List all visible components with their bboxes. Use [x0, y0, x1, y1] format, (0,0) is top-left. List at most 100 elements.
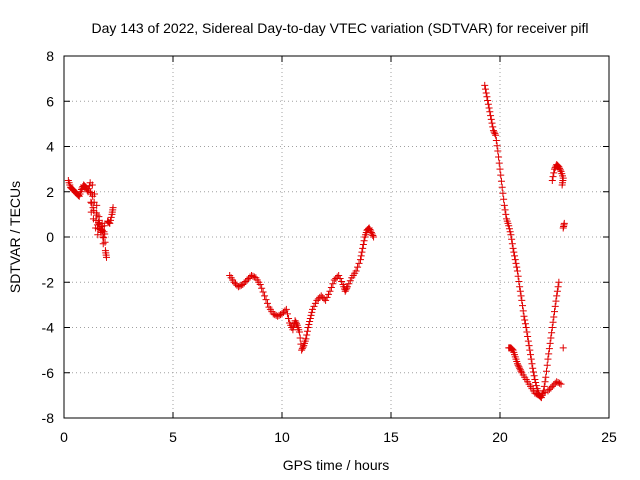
data-point-segment-evening: [511, 252, 519, 260]
data-point-segment-evening: [516, 364, 524, 372]
data-point-segment-midday: [258, 284, 266, 292]
data-point-segment-midday: [317, 292, 325, 300]
data-point-segment-midday: [305, 320, 313, 328]
data-point-segment-early: [75, 192, 83, 200]
data-point-segment-evening: [514, 361, 522, 369]
data-point-segment-evening: [548, 176, 556, 184]
data-point-segment-evening: [489, 123, 497, 131]
data-point-segment-midday: [303, 327, 311, 335]
grid: [64, 56, 609, 418]
data-point-segment-evening: [540, 382, 548, 390]
data-point-segment-evening: [550, 381, 558, 389]
data-point-segment-midday: [367, 228, 375, 236]
data-point-segment-evening: [485, 104, 493, 112]
data-point-segment-evening: [493, 142, 501, 150]
data-point-segment-midday: [345, 280, 353, 288]
data-point-segment-midday: [310, 302, 318, 310]
data-point-segment-evening: [515, 277, 523, 285]
data-point-segment-midday: [308, 308, 316, 316]
data-point-segment-midday: [234, 283, 242, 291]
data-point-segment-early: [85, 185, 93, 193]
data-point-segment-midday: [325, 290, 333, 298]
data-point-segment-evening: [548, 382, 556, 390]
data-point-segment-evening: [518, 296, 526, 304]
data-point-segment-midday: [343, 283, 351, 291]
data-point-segment-evening: [498, 183, 506, 191]
data-point-segment-evening: [547, 334, 555, 342]
data-point-segment-evening: [494, 147, 502, 155]
data-point-segment-evening: [497, 171, 505, 179]
data-point-segment-evening: [527, 351, 535, 359]
data-point-segment-midday: [333, 273, 341, 281]
data-point-segment-early: [87, 189, 95, 197]
data-point-segment-early: [101, 238, 109, 246]
data-point-segment-evening: [553, 287, 561, 295]
data-point-segment-midday: [292, 318, 300, 326]
data-point-segment-evening: [552, 297, 560, 305]
data-point-segment-midday: [306, 317, 314, 325]
data-point-segment-midday: [302, 335, 310, 343]
data-point-segment-evening: [534, 391, 542, 399]
data-point-segment-evening: [521, 320, 529, 328]
data-point-segment-early: [99, 226, 107, 234]
data-point-segment-evening: [517, 292, 525, 300]
data-point-segment-early: [99, 240, 107, 248]
data-point-segment-evening: [487, 112, 495, 120]
data-point-segment-midday: [369, 231, 377, 239]
data-point-segment-evening: [546, 339, 554, 347]
data-point-segment-evening: [528, 360, 536, 368]
data-point-segment-midday: [242, 277, 250, 285]
data-point-segment-evening: [541, 378, 549, 386]
data-point-segment-evening: [486, 108, 494, 116]
y-axis-label: SDTVAR / TECUs: [7, 181, 23, 293]
data-point-segment-evening: [515, 363, 523, 371]
data-point-segment-early: [103, 253, 111, 261]
data-point-segment-evening: [513, 360, 521, 368]
data-point-segment-early: [77, 185, 85, 193]
data-point-segment-evening: [530, 372, 538, 380]
data-point-segment-midday: [274, 312, 282, 320]
data-point-segment-evening: [553, 292, 561, 300]
data-point-segment-evening: [544, 387, 552, 395]
data-point-segment-evening: [543, 367, 551, 375]
data-point-segment-evening: [510, 248, 518, 256]
data-point-segment-evening: [548, 329, 556, 337]
data-point-segment-evening: [557, 380, 565, 388]
data-point-segment-evening: [520, 312, 528, 320]
data-point-segment-midday: [269, 310, 277, 318]
data-point-segment-evening: [496, 165, 504, 173]
data-point-segment-evening: [492, 131, 500, 139]
data-point-segment-midday: [299, 343, 307, 351]
data-point-segment-midday: [282, 305, 290, 313]
data-point-segment-evening: [512, 259, 520, 267]
data-point-segment-midday: [359, 241, 367, 249]
data-point-segment-evening: [517, 367, 525, 375]
data-point-segment-early: [109, 204, 117, 212]
data-point-segment-early: [93, 211, 101, 219]
data-point-segment-evening: [547, 384, 555, 392]
data-point-segment-evening: [523, 328, 531, 336]
data-point-segment-midday: [368, 230, 376, 238]
chart-title: Day 143 of 2022, Sidereal Day-to-day VTE…: [92, 20, 589, 36]
data-point-segment-evening: [483, 93, 491, 101]
data-point-segment-evening: [548, 324, 556, 331]
data-point-segment-evening: [543, 361, 551, 369]
y-tick-label: -2: [42, 274, 55, 290]
data-point-segment-evening: [481, 85, 489, 93]
data-point-segment-early: [100, 222, 108, 230]
data-points: [64, 81, 568, 402]
data-point-segment-midday: [304, 324, 312, 331]
data-point-segment-evening: [513, 267, 521, 275]
data-point-segment-midday: [285, 314, 293, 322]
data-point-segment-evening: [531, 376, 539, 384]
data-point-segment-early: [88, 181, 96, 189]
x-axis-label: GPS time / hours: [283, 457, 390, 473]
data-point-segment-evening: [553, 378, 561, 386]
data-point-segment-evening: [524, 337, 532, 345]
data-point-segment-evening: [551, 165, 558, 173]
data-point-segment-midday: [263, 299, 271, 307]
data-point-segment-midday: [341, 287, 349, 295]
data-point-segment-evening: [489, 127, 497, 135]
data-point-segment-midday: [298, 345, 306, 353]
